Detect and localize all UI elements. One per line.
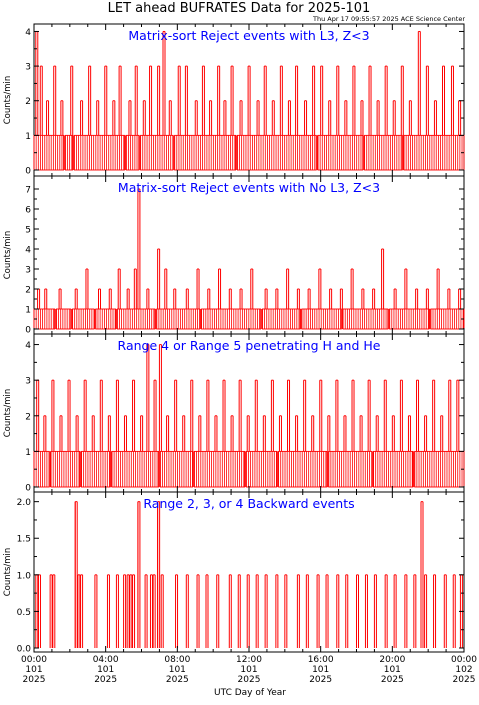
x-tick-year: 2025	[166, 675, 189, 685]
y-tick-label: 1	[25, 306, 31, 316]
y-tick-label: 0	[25, 484, 31, 494]
y-tick-label: 4	[25, 28, 31, 38]
y-tick-label: 1	[25, 132, 31, 142]
panels-group: 0 1 2 3 4 Counts/min Matrix-sort Reject events…	[3, 23, 465, 655]
x-tick-year: 2025	[238, 675, 261, 685]
y-tick-label: 5	[25, 226, 31, 236]
x-tick-day: 101	[384, 665, 401, 675]
panel-title: Range 2, 3, or 4 Backward events	[143, 496, 354, 511]
y-axis-label: Counts/min	[3, 76, 13, 125]
y-tick-label: 3	[25, 63, 31, 73]
x-tick-time: 00:00	[451, 655, 477, 665]
x-tick-day: 102	[455, 665, 472, 675]
x-axis-label: UTC Day of Year	[214, 688, 286, 698]
panel-title: Range 4 or Range 5 penetrating H and He	[118, 338, 381, 353]
y-axis-label: Counts/min	[3, 389, 13, 438]
figure-title: LET ahead BUFRATES Data for 2025-101	[108, 1, 371, 16]
y-tick-label: 3	[25, 377, 31, 387]
y-axis-label: Counts/min	[3, 231, 13, 280]
x-tick-year: 2025	[381, 675, 404, 685]
panel-3: 0 1 2 3 4 Counts/min Range 4 or Range 5 penetr…	[3, 333, 465, 494]
generation-timestamp: Thu Apr 17 09:55:57 2025 ACE Science Cen…	[312, 15, 465, 23]
y-tick-label: 7	[25, 186, 31, 196]
x-tick-day: 101	[25, 665, 42, 675]
y-axis-label: Counts/min	[3, 548, 13, 597]
x-tick-time: 20:00	[379, 655, 405, 665]
x-axis: 00:00101202504:00101202508:00101202512:0…	[21, 655, 477, 685]
y-tick-label: 4	[25, 341, 31, 351]
panel-title: Matrix-sort Reject events with L3, Z<3	[128, 28, 369, 43]
x-tick-day: 101	[97, 665, 114, 675]
x-tick-year: 2025	[453, 675, 476, 685]
y-tick-label: 6	[25, 206, 31, 216]
y-tick-label: 0	[25, 326, 31, 336]
x-tick-day: 101	[169, 665, 186, 675]
y-tick-label: 0	[25, 167, 31, 177]
x-tick-day: 101	[240, 665, 257, 675]
x-tick-time: 12:00	[236, 655, 262, 665]
y-tick-label: 1.0	[17, 571, 32, 581]
panel-title: Matrix-sort Reject events with No L3, Z<…	[118, 180, 380, 195]
y-tick-label: 1	[25, 448, 31, 458]
panel-1: 0 1 2 3 4 Counts/min Matrix-sort Reject events…	[3, 23, 465, 177]
y-tick-label: 0.5	[17, 608, 31, 618]
x-tick-day: 101	[312, 665, 329, 675]
x-tick-year: 2025	[309, 675, 332, 685]
y-tick-label: 1.5	[17, 535, 31, 545]
x-tick-year: 2025	[94, 675, 117, 685]
y-tick-label: 2	[25, 412, 31, 422]
y-tick-label: 4	[25, 246, 31, 256]
x-tick-time: 00:00	[21, 655, 47, 665]
x-tick-year: 2025	[23, 675, 46, 685]
panel-4: 0.0 0.5 1.0 1.5 2.0 Counts/min Range 2, 3, or …	[3, 491, 465, 655]
y-tick-label: 2	[25, 286, 31, 296]
x-tick-time: 04:00	[93, 655, 119, 665]
x-tick-time: 16:00	[308, 655, 334, 665]
y-tick-label: 0.0	[17, 645, 32, 655]
y-tick-label: 2.0	[17, 498, 32, 508]
x-tick-time: 08:00	[164, 655, 190, 665]
y-tick-label: 3	[25, 266, 31, 276]
y-tick-label: 2	[25, 97, 31, 107]
